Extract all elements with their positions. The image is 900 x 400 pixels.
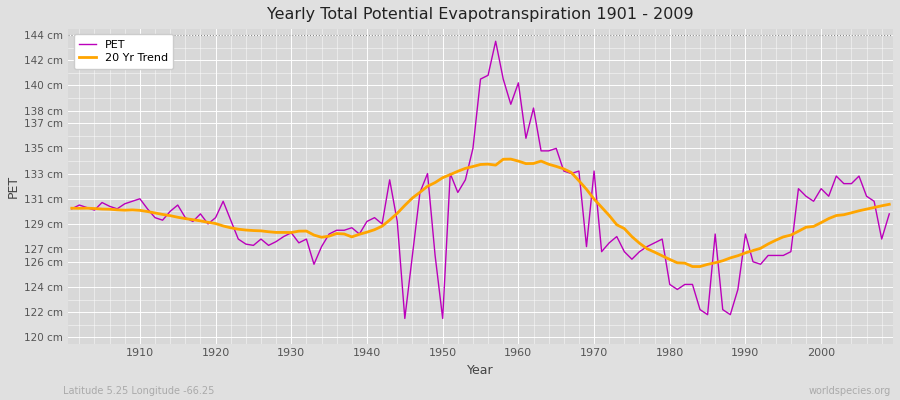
20 Yr Trend <box>339 232 350 236</box>
PET <box>293 240 304 245</box>
20 Yr Trend <box>520 161 531 166</box>
X-axis label: Year: Year <box>467 364 494 377</box>
Legend: PET, 20 Yr Trend: PET, 20 Yr Trend <box>74 34 174 69</box>
Line: 20 Yr Trend: 20 Yr Trend <box>72 159 889 266</box>
20 Yr Trend <box>127 208 138 212</box>
PET <box>339 228 350 233</box>
Y-axis label: PET: PET <box>7 174 20 198</box>
PET <box>127 199 138 204</box>
PET <box>491 39 501 44</box>
PET <box>400 316 410 321</box>
20 Yr Trend <box>513 159 524 164</box>
20 Yr Trend <box>611 222 622 227</box>
Text: Latitude 5.25 Longitude -66.25: Latitude 5.25 Longitude -66.25 <box>63 386 214 396</box>
Title: Yearly Total Potential Evapotranspiration 1901 - 2009: Yearly Total Potential Evapotranspiratio… <box>267 7 694 22</box>
PET <box>528 106 539 110</box>
PET <box>67 206 77 211</box>
Text: worldspecies.org: worldspecies.org <box>809 386 891 396</box>
PET <box>520 136 531 141</box>
20 Yr Trend <box>293 229 304 234</box>
PET <box>619 249 630 254</box>
20 Yr Trend <box>67 206 77 211</box>
20 Yr Trend <box>687 264 698 269</box>
20 Yr Trend <box>884 202 895 207</box>
20 Yr Trend <box>506 157 517 162</box>
Line: PET: PET <box>72 41 889 318</box>
PET <box>884 212 895 216</box>
